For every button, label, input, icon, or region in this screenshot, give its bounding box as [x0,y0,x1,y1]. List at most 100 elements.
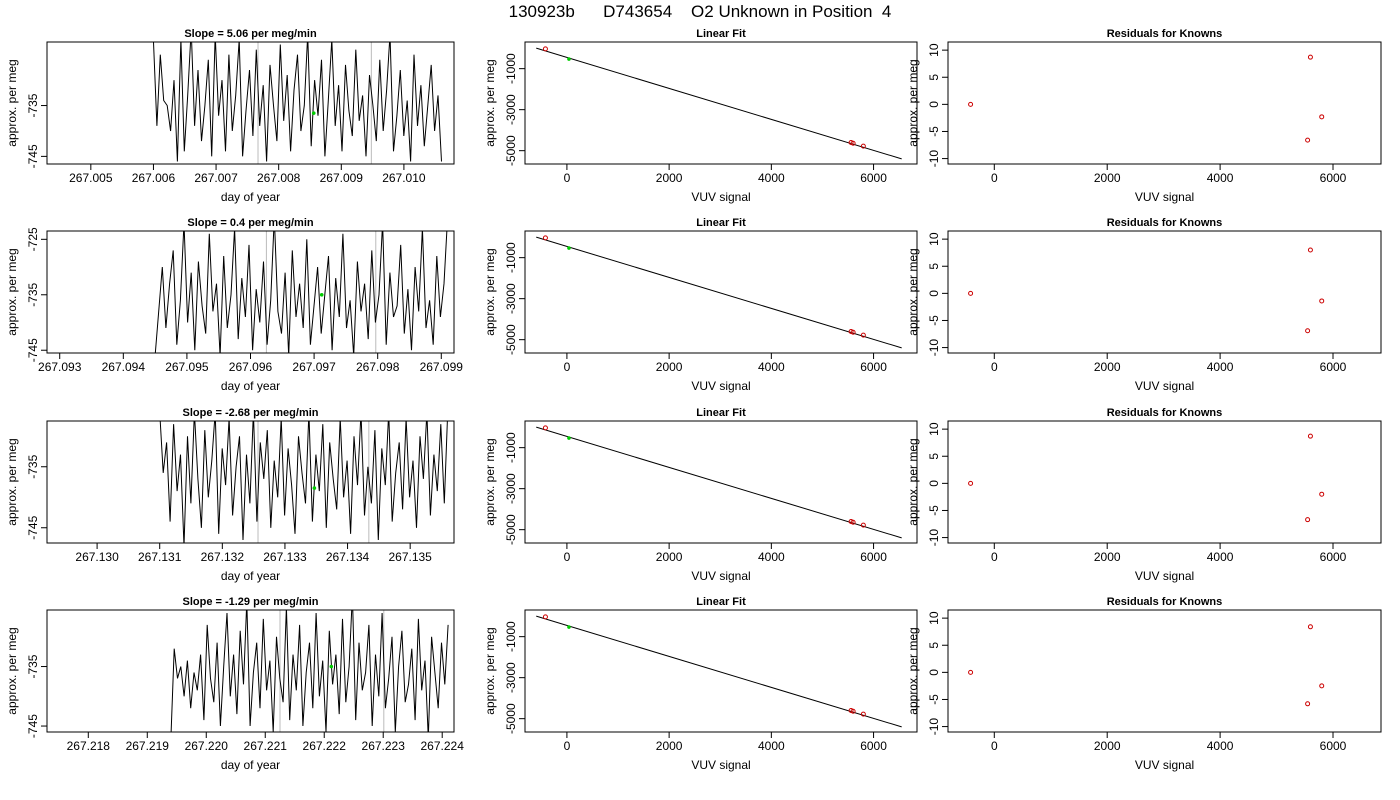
x-tick-label: 0 [564,550,571,564]
y-axis-label: approx. per meg [483,248,497,335]
y-tick-label: 0 [927,290,941,297]
x-tick-label: 267.222 [303,739,347,753]
x-tick-label: 267.130 [75,550,119,564]
x-tick-label: 267.097 [292,360,336,374]
plot-frame [524,420,918,544]
x-axis-label: VUV signal [691,379,750,393]
x-axis-label: day of year [221,758,280,772]
x-tick-label: 267.007 [194,171,238,185]
y-tick-label: -1000 [504,432,518,463]
plot-frame [46,609,455,733]
known-standard-point [850,519,856,525]
plot-area [153,42,442,164]
panel-title: Slope = -1.29 per meg/min [182,596,318,608]
x-tick-label: 4000 [758,550,785,564]
x-tick-label: 4000 [1207,739,1234,753]
panel-title: Residuals for Knowns [1107,28,1223,40]
y-tick-label: -5000 [504,135,518,166]
plot-frame [947,41,1382,165]
residual-point [1319,298,1325,304]
panel-slope-4: Slope = -1.29 per meg/min 267.218 267.219 2… [5,596,465,772]
x-axis-label: VUV signal [691,569,750,583]
x-tick-label: 267.131 [138,550,182,564]
plot-frame [46,230,455,354]
y-tick-label: 5 [927,263,941,270]
y-axis-label: approx. per meg [483,59,497,146]
known-standard-point [542,614,548,620]
known-standard-point [850,708,856,714]
x-tick-label: 267.009 [320,171,364,185]
panel-resid-1: Residuals for Knowns 0 2000 4000 6000 10 5 0 -5 -… [906,28,1382,204]
panel-title: Residuals for Knowns [1107,407,1223,419]
x-tick-label: 2000 [1094,550,1121,564]
x-tick-label: 267.099 [420,360,464,374]
y-tick-label: -1000 [504,621,518,652]
x-tick-label: 0 [991,739,998,753]
unknown-point [567,436,571,440]
known-standard-point [542,235,548,241]
x-tick-label: 267.224 [421,739,465,753]
x-tick-label: 2000 [656,739,683,753]
x-tick-label: 267.134 [326,550,370,564]
y-tick-label: -5000 [504,703,518,734]
x-tick-label: 4000 [1207,550,1234,564]
y-tick-label: -5 [927,694,941,705]
y-tick-label: -10 [927,529,941,547]
plot-frame [46,420,455,544]
panel-title: Residuals for Knowns [1107,217,1223,229]
residual-point [968,480,974,486]
y-tick-label: -10 [927,150,941,168]
panel-title: Linear Fit [696,28,746,40]
plot-area [170,610,449,732]
unknown-mean-point [329,664,334,669]
x-tick-label: 2000 [656,171,683,185]
known-standard-point [860,522,866,528]
unknown-point [567,246,571,250]
x-axis-label: VUV signal [691,190,750,204]
timeseries-line [154,231,448,353]
residual-point [1305,701,1311,707]
known-standard-point [542,46,548,52]
panel-title: Slope = 5.06 per meg/min [184,28,317,40]
y-tick-label: -5 [927,126,941,137]
y-tick-label: -10 [927,718,941,736]
residual-point [1305,328,1311,334]
y-axis-label: approx. per meg [906,59,920,146]
x-tick-label: 2000 [1094,739,1121,753]
y-tick-label: -5 [927,315,941,326]
y-axis-label: approx. per meg [906,627,920,714]
y-tick-label: 0 [927,480,941,487]
residual-point [1307,247,1313,253]
y-tick-label: -745 [26,338,40,362]
y-tick-label: 10 [927,422,941,436]
y-tick-label: 5 [927,642,941,649]
x-tick-label: 4000 [1207,360,1234,374]
panel-fit-2: Linear Fit 0 2000 4000 6000 -1000 -3000 -5000 VU… [483,217,918,393]
panel-title: Residuals for Knowns [1107,596,1223,608]
panel-resid-2: Residuals for Knowns 0 2000 4000 6000 10 5 0 -5 -… [906,217,1382,393]
plot-area [968,624,1325,707]
y-axis-label: approx. per meg [906,438,920,525]
y-tick-label: -745 [26,714,40,738]
plot-frame [524,230,918,354]
plot-area [968,433,1325,523]
y-tick-label: -3000 [504,662,518,693]
y-tick-label: -5000 [504,324,518,355]
x-axis-label: day of year [221,190,280,204]
y-tick-label: 5 [927,74,941,81]
x-axis-label: VUV signal [1135,190,1194,204]
panel-fit-4: Linear Fit 0 2000 4000 6000 -1000 -3000 -5000 VU… [483,596,918,772]
y-tick-label: -1000 [504,53,518,84]
x-tick-label: 0 [991,360,998,374]
x-tick-label: 0 [991,550,998,564]
residual-point [1319,114,1325,120]
x-tick-label: 6000 [1320,360,1347,374]
panel-slope-2: Slope = 0.4 per meg/min 267.093 267.094 267… [5,217,463,393]
unknown-point [567,57,571,61]
x-axis-label: VUV signal [691,758,750,772]
plot-area [968,247,1325,334]
x-tick-label: 2000 [656,550,683,564]
residual-point [968,669,974,675]
y-tick-label: -735 [26,654,40,678]
x-tick-label: 2000 [656,360,683,374]
